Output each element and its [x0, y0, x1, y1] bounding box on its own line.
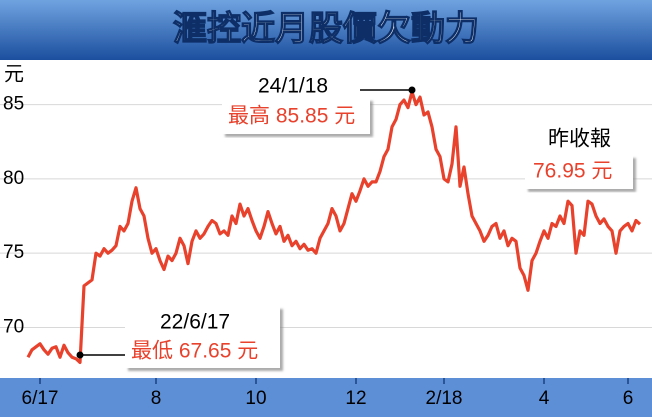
x-tick-label: 6/17	[22, 388, 59, 409]
annotation-label: 最高 85.85 元	[228, 105, 355, 128]
x-tick-label: 12	[345, 388, 366, 409]
chart-title: 滙控近月股價欠動力	[173, 9, 479, 48]
annotation-box	[525, 155, 633, 189]
annotation-date: 昨收報	[548, 128, 611, 151]
leader-dot	[76, 351, 84, 359]
annotation-label: 最低 67.65 元	[131, 340, 258, 363]
x-tick-label: 2/18	[426, 388, 463, 409]
x-tick-label: 6	[623, 388, 634, 409]
annotation-box	[125, 306, 280, 368]
leader-dot	[408, 86, 416, 94]
annotation-date: 22/6/17	[160, 311, 230, 334]
annotation-date: 24/1/18	[258, 75, 328, 98]
x-tick-label: 4	[539, 388, 550, 409]
y-tick-label: 85	[3, 94, 24, 115]
annotation-label: 76.95 元	[533, 160, 612, 183]
annotation-box	[222, 98, 370, 134]
y-axis-unit: 元	[4, 63, 24, 85]
x-axis-bar	[0, 378, 652, 417]
y-tick-label: 80	[3, 168, 24, 189]
title-bar	[0, 0, 652, 60]
x-tick-label: 10	[245, 388, 266, 409]
y-tick-label: 75	[3, 242, 24, 263]
price-line	[26, 90, 642, 364]
x-tick-label: 8	[151, 388, 162, 409]
y-tick-label: 70	[3, 316, 24, 337]
